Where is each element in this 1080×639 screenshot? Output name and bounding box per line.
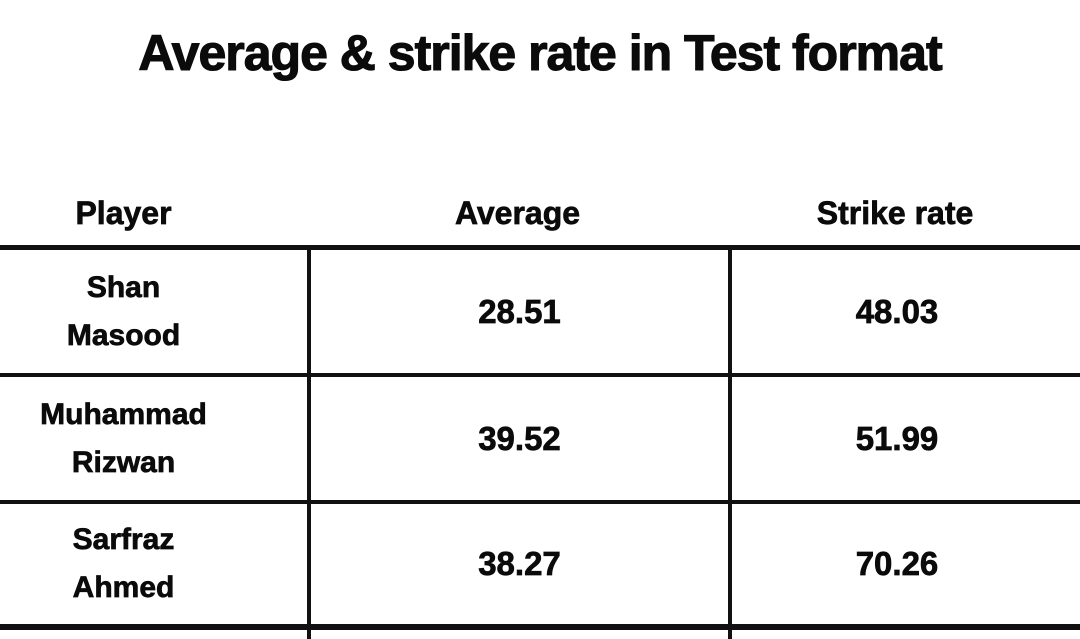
player-name-line: Rizwan	[71, 445, 176, 479]
player-cell: Sarfraz Ahmed	[0, 504, 307, 624]
column-header-strike-rate: Strike rate	[816, 195, 974, 232]
table-row: Muhammad Rizwan 39.52 51.99	[0, 377, 1080, 504]
strike-rate-cell: 70.26	[728, 504, 1080, 624]
player-name-line: Ahmed	[72, 571, 175, 605]
player-name-line: Muhammad	[40, 397, 207, 431]
player-cell: Muhammad Rizwan	[0, 377, 307, 500]
table-row: Shan Masood 28.51 48.03	[0, 250, 1080, 377]
strike-rate-cell: 51.99	[728, 377, 1080, 500]
average-cell: 28.51	[307, 250, 728, 373]
page-title: Average & strike rate in Test format	[138, 24, 943, 81]
player-name-line: Shan	[86, 270, 161, 304]
column-header-average: Average	[454, 195, 581, 232]
table-row-partial	[0, 630, 1080, 639]
average-cell: 38.27	[307, 504, 728, 624]
strike-rate-cell	[728, 630, 1080, 639]
stats-table: Shan Masood 28.51 48.03 Muhammad Rizwan …	[0, 245, 1080, 639]
strike-rate-cell: 48.03	[728, 250, 1080, 373]
player-name-line: Masood	[66, 318, 181, 352]
column-header-player: Player	[75, 195, 172, 232]
average-cell: 39.52	[307, 377, 728, 500]
table-row: Sarfraz Ahmed 38.27 70.26	[0, 504, 1080, 630]
player-cell	[0, 630, 307, 639]
player-cell: Shan Masood	[0, 250, 307, 373]
average-cell	[307, 630, 728, 639]
player-name-line: Sarfraz	[72, 523, 175, 557]
table-header-row: Player Average Strike rate	[0, 182, 1080, 245]
